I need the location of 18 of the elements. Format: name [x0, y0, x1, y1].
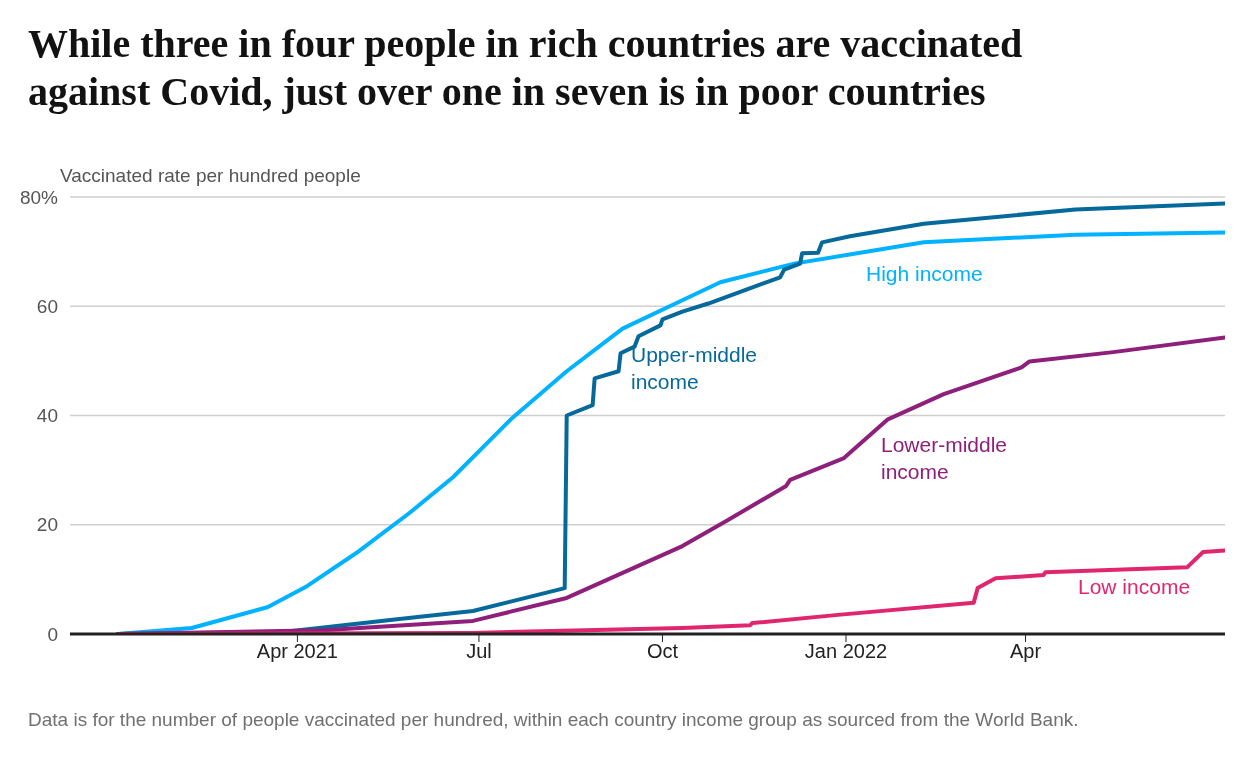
series-label: High income: [866, 261, 984, 287]
x-tick-label: Apr: [1009, 640, 1042, 663]
y-tick-label: 40: [36, 405, 58, 427]
series-label: Upper-middle income: [631, 342, 759, 395]
line-series: [115, 548, 1225, 634]
y-tick-label: 80%: [19, 186, 59, 208]
text: Data is for the number of people vaccinated per hundred, within each country income group as sourced from the World Bank.: [28, 708, 1080, 732]
series-label: Lower-middle income: [881, 432, 1009, 485]
x-tick-label: Jan 2022: [804, 640, 888, 663]
y-tick-label: 20: [36, 514, 58, 536]
chart-title: While three in four people in rich countries are vaccinated against Covid, just over one in seven is in poor countries: [28, 20, 1024, 116]
x-tick-label: Jul: [466, 640, 492, 663]
x-tick-label: Apr 2021: [256, 640, 338, 663]
y-axis-title: Vaccinated rate per hundred people: [60, 164, 361, 188]
y-tick-label: 0: [47, 623, 58, 645]
series-label: Low income: [1078, 574, 1192, 600]
x-tick-label: Oct: [646, 640, 679, 663]
y-tick-label: 60: [36, 295, 58, 317]
